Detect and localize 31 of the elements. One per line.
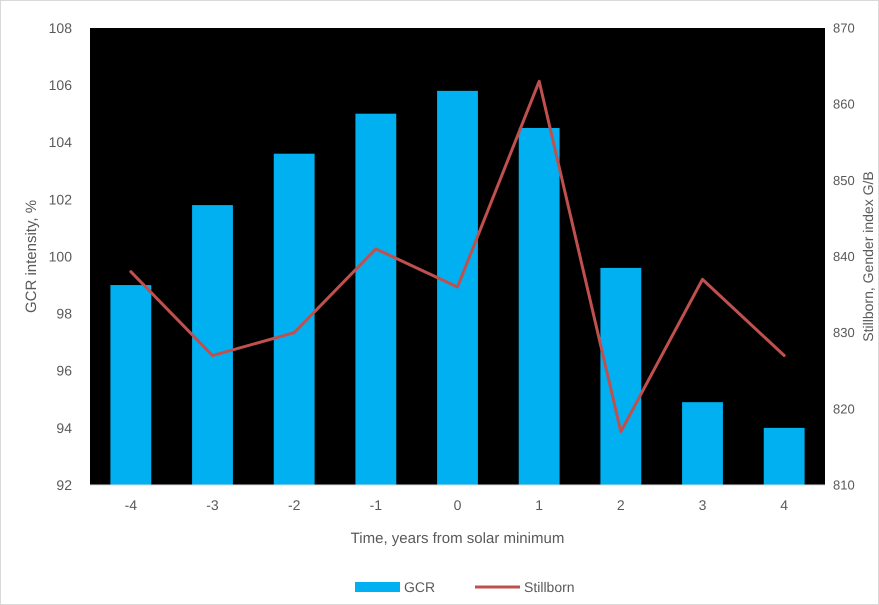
y-tick-label: 108 xyxy=(48,20,72,36)
y-tick-label: 94 xyxy=(56,420,72,436)
y2-tick-label: 860 xyxy=(833,96,855,112)
y2-axis-title: Stillborn, Gender index G/B xyxy=(860,171,876,342)
line-series xyxy=(129,80,786,434)
y-tick-label: 98 xyxy=(56,306,72,322)
x-tick-label: 0 xyxy=(454,497,462,513)
x-axis-title: Time, years from solar minimum xyxy=(350,530,564,547)
y-tick-label: 102 xyxy=(48,191,72,208)
x-tick-label: -3 xyxy=(206,497,219,513)
y-tick-label: 106 xyxy=(48,77,72,94)
legend-label: GCR xyxy=(404,578,436,595)
y-tick-label: 100 xyxy=(48,248,72,264)
x-tick-label: -1 xyxy=(370,497,382,513)
y2-tick-label: 870 xyxy=(833,20,855,36)
y-tick-label: 104 xyxy=(48,134,72,150)
y-axis-title: GCR intensity, % xyxy=(23,200,40,314)
x-tick-label: 4 xyxy=(780,497,788,513)
y2-tick-label: 850 xyxy=(833,172,855,188)
y2-tick-label: 820 xyxy=(833,401,855,416)
legend-label: Stillborn xyxy=(524,578,575,595)
y2-tick-label: 840 xyxy=(833,249,855,264)
y-tick-label: 96 xyxy=(56,362,72,379)
y2-tick-label: 830 xyxy=(833,325,855,340)
x-tick-label: 3 xyxy=(698,497,707,513)
y-tick-label: 92 xyxy=(56,476,72,493)
x-tick-label: 2 xyxy=(616,497,625,513)
y2-tick-label: 810 xyxy=(833,478,855,493)
x-tick-label: -2 xyxy=(288,497,301,513)
x-tick-label: 1 xyxy=(535,497,544,513)
x-tick-label: -4 xyxy=(124,497,138,513)
